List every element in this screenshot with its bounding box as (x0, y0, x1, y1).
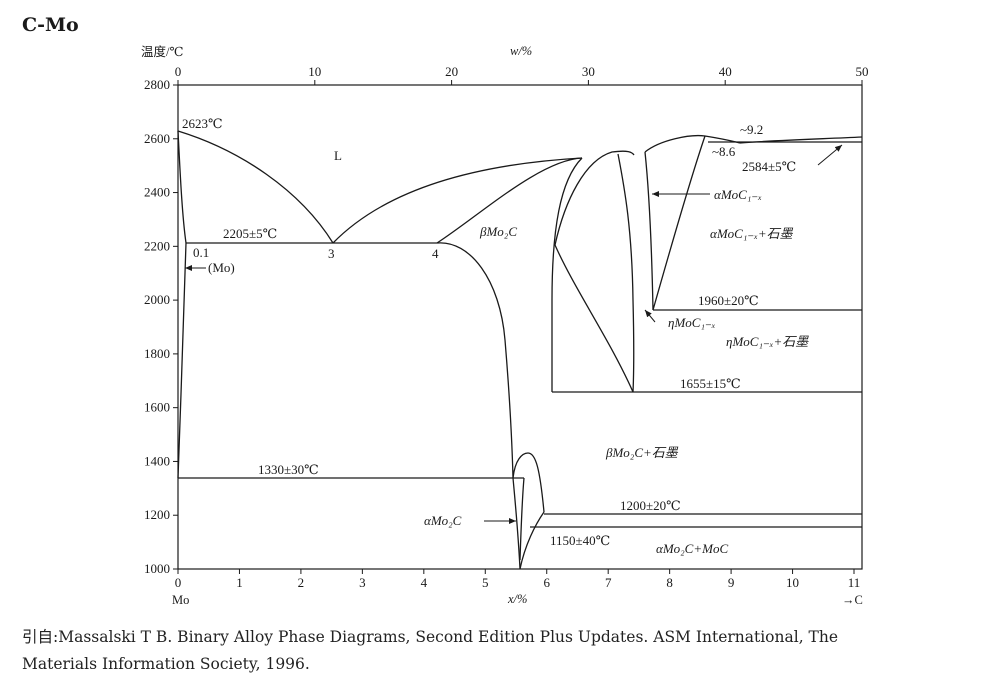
bottom-tick-label: 5 (482, 575, 489, 590)
liquid-region-label: L (334, 148, 342, 163)
alpha-mo2c-low-boundary (512, 477, 521, 570)
bottom-tick-label: 6 (543, 575, 550, 590)
diagram-title: C-Mo (22, 14, 79, 36)
citation-line-1: 引自:Massalski T B. Binary Alloy Phase Dia… (22, 628, 839, 646)
isotherms (178, 242, 862, 528)
top-tick-label: 30 (582, 64, 595, 79)
beta-graphite-region-label: βMo₂C+石墨 (605, 445, 679, 460)
alpha-mo2c-moc-label: αMo₂C+MoC (656, 541, 728, 556)
y-tick-label: 1200 (144, 507, 170, 522)
eta-moc-label: ηMoC₁₋ₓ (668, 315, 716, 330)
y-tick-label: 2200 (144, 238, 170, 253)
y-tick-label: 1000 (144, 561, 170, 576)
isotherm-1960-label: 1960±20℃ (698, 293, 759, 308)
arrows (185, 144, 843, 524)
alpha-moc-graphite-label: αMoC₁₋ₓ+石墨 (710, 226, 794, 241)
isotherm-1200-label: 1200±20℃ (620, 498, 681, 513)
mo-melting-label: 2623℃ (182, 116, 223, 131)
eutectic-2205-label: 2205±5℃ (223, 226, 277, 241)
top-tick-label: 50 (856, 64, 869, 79)
bottom-tick-label: 1 (236, 575, 243, 590)
alpha-mo2c-lens (512, 452, 545, 513)
isotherm-1655-label: 1655±15℃ (680, 376, 741, 391)
eutectic-2584-label: 2584±5℃ (742, 159, 796, 174)
y-tick-label: 1400 (144, 453, 170, 468)
beta-mo2c-region-label: βMo₂C (479, 224, 517, 239)
mo-solvus (177, 242, 187, 479)
phase-diagram: 2800260024002200200018001600140012001000… (141, 44, 869, 607)
mo-solidus (177, 130, 187, 244)
top-tick-label: 20 (445, 64, 458, 79)
solubility-label: 0.1 (193, 245, 209, 260)
bottom-tick-label: 11 (848, 575, 861, 590)
eta-region-left-boundary (554, 244, 634, 393)
alpha-mo2c-inner (519, 477, 525, 561)
y-tick-label: 2400 (144, 185, 170, 200)
alpha-mo2c-right-boundary (519, 511, 545, 570)
mo-phase-label: (Mo) (208, 260, 235, 275)
bottom-tick-label: 0 (175, 575, 182, 590)
y-tick-label: 2800 (144, 77, 170, 92)
liquidus-mo-side (177, 130, 334, 244)
bottom-tick-label: 10 (786, 575, 799, 590)
alpha-moc-right-boundary (652, 135, 706, 311)
alpha-moc-left-boundary (644, 151, 654, 311)
citation: 引自:Massalski T B. Binary Alloy Phase Dia… (22, 624, 988, 678)
bottom-tick-label: 7 (605, 575, 612, 590)
y-tick-label: 1600 (144, 400, 170, 415)
y-tick-label: 1800 (144, 346, 170, 361)
bottom-tick-label: 3 (359, 575, 366, 590)
y-axis-label: 温度/℃ (141, 44, 183, 59)
bottom-axis-label: x/% (507, 592, 527, 606)
plot-frame (177, 84, 863, 570)
beta-mo2c-liquidus-dome (436, 157, 583, 244)
point-4-label: 4 (432, 246, 439, 261)
y-tick-label: 2600 (144, 131, 170, 146)
citation-line-2: Materials Information Society, 1996. (22, 655, 310, 673)
bottom-axis-ticks: 0 1 2 3 4 5 6 7 8 9 10 11 (175, 569, 861, 590)
top-axis-ticks: 0 10 20 30 40 50 (175, 64, 869, 85)
top-tick-label: 40 (719, 64, 732, 79)
top-axis-label: w/% (510, 44, 532, 58)
bottom-tick-label: 9 (728, 575, 735, 590)
bottom-tick-label: 4 (421, 575, 428, 590)
graphite-eutectic-arrow (817, 144, 843, 166)
alpha-mo2c-label: αMo₂C (424, 513, 462, 528)
right-element-label: →C (842, 593, 863, 607)
liquidus-mo2c-left (332, 157, 583, 244)
approx-86-label: ~8.6 (712, 144, 736, 159)
bottom-tick-label: 2 (298, 575, 305, 590)
y-axis-ticks: 2800 2600 2400 2200 2000 1800 1600 1400 1200 1000 (144, 77, 178, 576)
beta-mo2c-solidus-right (551, 157, 583, 392)
isotherm-1150-label: 1150±40℃ (550, 533, 610, 548)
eta-moc-graphite-label: ηMoC₁₋ₓ+石墨 (726, 334, 809, 349)
top-tick-label: 0 (175, 64, 182, 79)
eta-moc-right (617, 153, 635, 393)
isotherm-1330-label: 1330±30℃ (258, 462, 319, 477)
eta-moc-left (554, 150, 635, 246)
phase-boundaries (177, 130, 863, 570)
eta-moc-arrow (644, 309, 656, 323)
beta-mo2c-solidus-left (436, 242, 514, 479)
approx-92-label: ~9.2 (740, 122, 763, 137)
left-element-label: Mo (172, 593, 189, 607)
y-tick-label: 2000 (144, 292, 170, 307)
top-tick-label: 10 (308, 64, 321, 79)
bottom-tick-label: 8 (666, 575, 673, 590)
alpha-moc-arrow-label: αMoC₁₋ₓ (714, 187, 762, 202)
point-3-label: 3 (328, 246, 335, 261)
